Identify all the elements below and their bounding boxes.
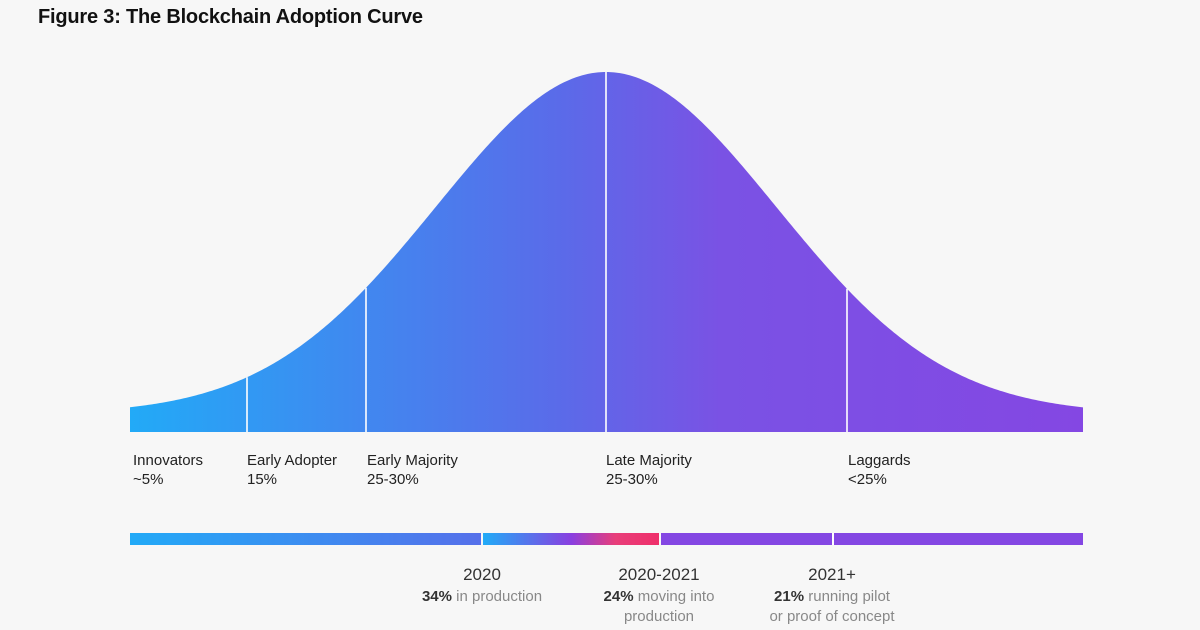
timeline-desc: running pilot xyxy=(808,588,890,605)
timeline-desc: moving into xyxy=(637,588,715,605)
segment-name: Early Majority xyxy=(367,452,458,469)
segment-name: Late Majority xyxy=(606,452,692,469)
timeline-desc-line2: production xyxy=(623,608,695,625)
timeline-value: 21% xyxy=(774,588,805,605)
timeline-desc: in production xyxy=(456,588,543,605)
timeline-value: 34% xyxy=(421,588,452,605)
segment-name: Early Adopter xyxy=(247,452,338,469)
segment-label-laggards: Laggards <25% xyxy=(848,451,911,489)
timeline-label-2021-plus: 2021+ 21% running pilot or proof of conc… xyxy=(722,565,942,627)
segment-share: ~5% xyxy=(133,471,164,488)
segment-label-innovators: Innovators ~5% xyxy=(133,451,203,489)
segment-label-early-adopter: Early Adopter 15% xyxy=(247,451,337,489)
segment-share: 15% xyxy=(247,471,278,488)
segment-label-early-majority: Early Majority 25-30% xyxy=(367,451,458,489)
timeline-bar-divider xyxy=(832,533,834,545)
chart-title: Figure 3: The Blockchain Adoption Curve xyxy=(38,6,423,28)
timeline-bar-2020-2021 xyxy=(483,533,659,545)
segment-dividers xyxy=(246,72,848,432)
timeline-value: 24% xyxy=(603,588,634,605)
segment-share: <25% xyxy=(848,471,887,488)
timeline-label-2020: 2020 34% in production xyxy=(372,565,592,607)
timeline-desc-line2: or proof of concept xyxy=(769,608,895,625)
segment-share: 25-30% xyxy=(606,471,658,488)
segment-share: 25-30% xyxy=(367,471,419,488)
timeline-year: 2020 xyxy=(463,565,501,584)
timeline-year: 2021+ xyxy=(808,565,856,584)
timeline-label-2020-2021: 2020-2021 24% moving into production xyxy=(549,565,769,627)
segment-label-late-majority: Late Majority 25-30% xyxy=(606,451,692,489)
segment-name: Laggards xyxy=(848,452,911,469)
timeline-bar-2021-plus xyxy=(661,533,1083,545)
timeline-year: 2020-2021 xyxy=(618,565,700,584)
timeline-bar-2020 xyxy=(130,533,481,545)
segment-name: Innovators xyxy=(133,452,204,469)
timeline-bar xyxy=(130,533,1083,545)
